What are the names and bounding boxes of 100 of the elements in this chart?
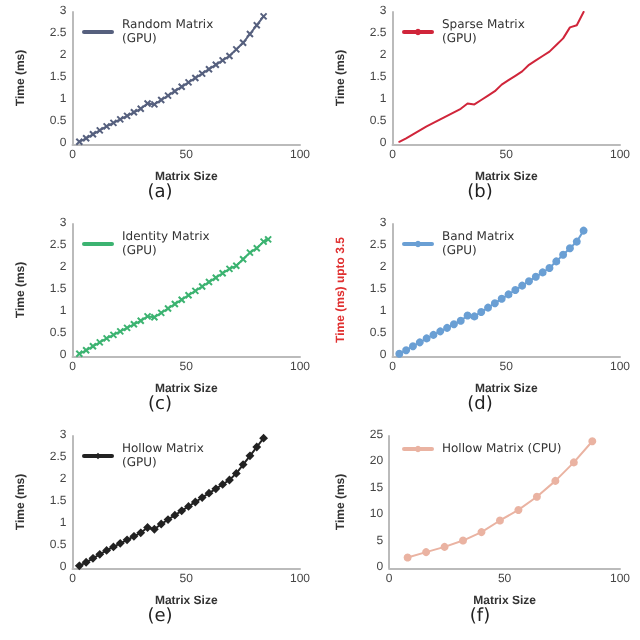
point: [429, 330, 438, 339]
point: [552, 257, 561, 266]
text: (d): [467, 395, 493, 415]
point: [218, 56, 227, 65]
point: [116, 539, 125, 548]
point: [551, 476, 560, 485]
point: [95, 550, 104, 559]
text: (b): [467, 183, 493, 203]
point: [143, 99, 152, 108]
point: [170, 87, 179, 96]
point: [459, 536, 468, 545]
text: (a): [147, 183, 173, 203]
text: (f): [469, 607, 491, 627]
point: [123, 323, 132, 332]
point: [422, 334, 431, 343]
point: [443, 323, 452, 332]
text: (c): [148, 395, 172, 415]
line-series: [398, 11, 585, 143]
point: [422, 548, 431, 557]
point: [150, 313, 159, 322]
point: [170, 511, 179, 520]
point: [116, 327, 125, 336]
point: [232, 469, 241, 478]
point: [191, 498, 200, 506]
point: [102, 122, 111, 131]
point: [395, 349, 404, 358]
point: [225, 264, 234, 273]
point: [170, 300, 179, 309]
point: [204, 278, 213, 287]
point: [164, 515, 173, 524]
point: [579, 226, 588, 235]
point: [440, 542, 449, 551]
point: [245, 451, 254, 460]
point: [497, 294, 506, 303]
point: [75, 561, 84, 570]
point: [239, 255, 248, 264]
point: [225, 476, 234, 484]
point: [436, 327, 445, 336]
point: [252, 443, 261, 451]
point: [116, 115, 125, 124]
point: [177, 295, 186, 304]
point: [198, 493, 207, 502]
point: [569, 458, 578, 467]
point: [102, 546, 111, 555]
point: [449, 320, 458, 329]
point: [150, 525, 159, 534]
point: [559, 250, 568, 259]
point: [123, 111, 132, 120]
point: [211, 484, 220, 493]
point: [204, 65, 213, 74]
point: [191, 74, 200, 82]
point: [129, 320, 138, 329]
point: [477, 308, 486, 316]
point: [204, 489, 213, 498]
point: [150, 100, 159, 109]
point: [538, 268, 547, 277]
point: [511, 286, 520, 294]
point: [402, 346, 411, 355]
point: [211, 60, 220, 69]
point: [184, 502, 193, 511]
point: [504, 290, 513, 299]
point: [245, 30, 254, 38]
point: [102, 334, 111, 343]
point: [239, 460, 248, 469]
point: [129, 532, 138, 541]
point: [109, 542, 118, 551]
point: [123, 535, 132, 544]
point: [518, 281, 527, 290]
point: [545, 264, 554, 272]
point: [88, 554, 97, 563]
point: [184, 291, 193, 300]
point: [218, 269, 227, 278]
point: [157, 520, 166, 528]
point: [532, 492, 541, 501]
point: [218, 480, 227, 489]
point: [88, 130, 97, 139]
point: [259, 434, 268, 443]
point: [514, 505, 523, 514]
point: [572, 237, 581, 246]
point: [82, 558, 91, 567]
point: [588, 437, 597, 446]
point: [408, 342, 417, 351]
point: [177, 506, 186, 515]
point: [415, 338, 424, 347]
point: [239, 38, 248, 47]
point: [157, 308, 166, 317]
point: [531, 272, 540, 281]
text: (e): [147, 607, 173, 627]
point: [456, 316, 465, 325]
point: [157, 96, 166, 104]
point: [495, 516, 504, 525]
point: [136, 528, 145, 537]
point: [477, 528, 486, 537]
point: [403, 553, 412, 562]
point: [470, 312, 479, 321]
point: [525, 277, 533, 286]
point: [143, 312, 152, 321]
point: [129, 108, 138, 117]
point: [184, 78, 193, 87]
point: [232, 45, 241, 54]
